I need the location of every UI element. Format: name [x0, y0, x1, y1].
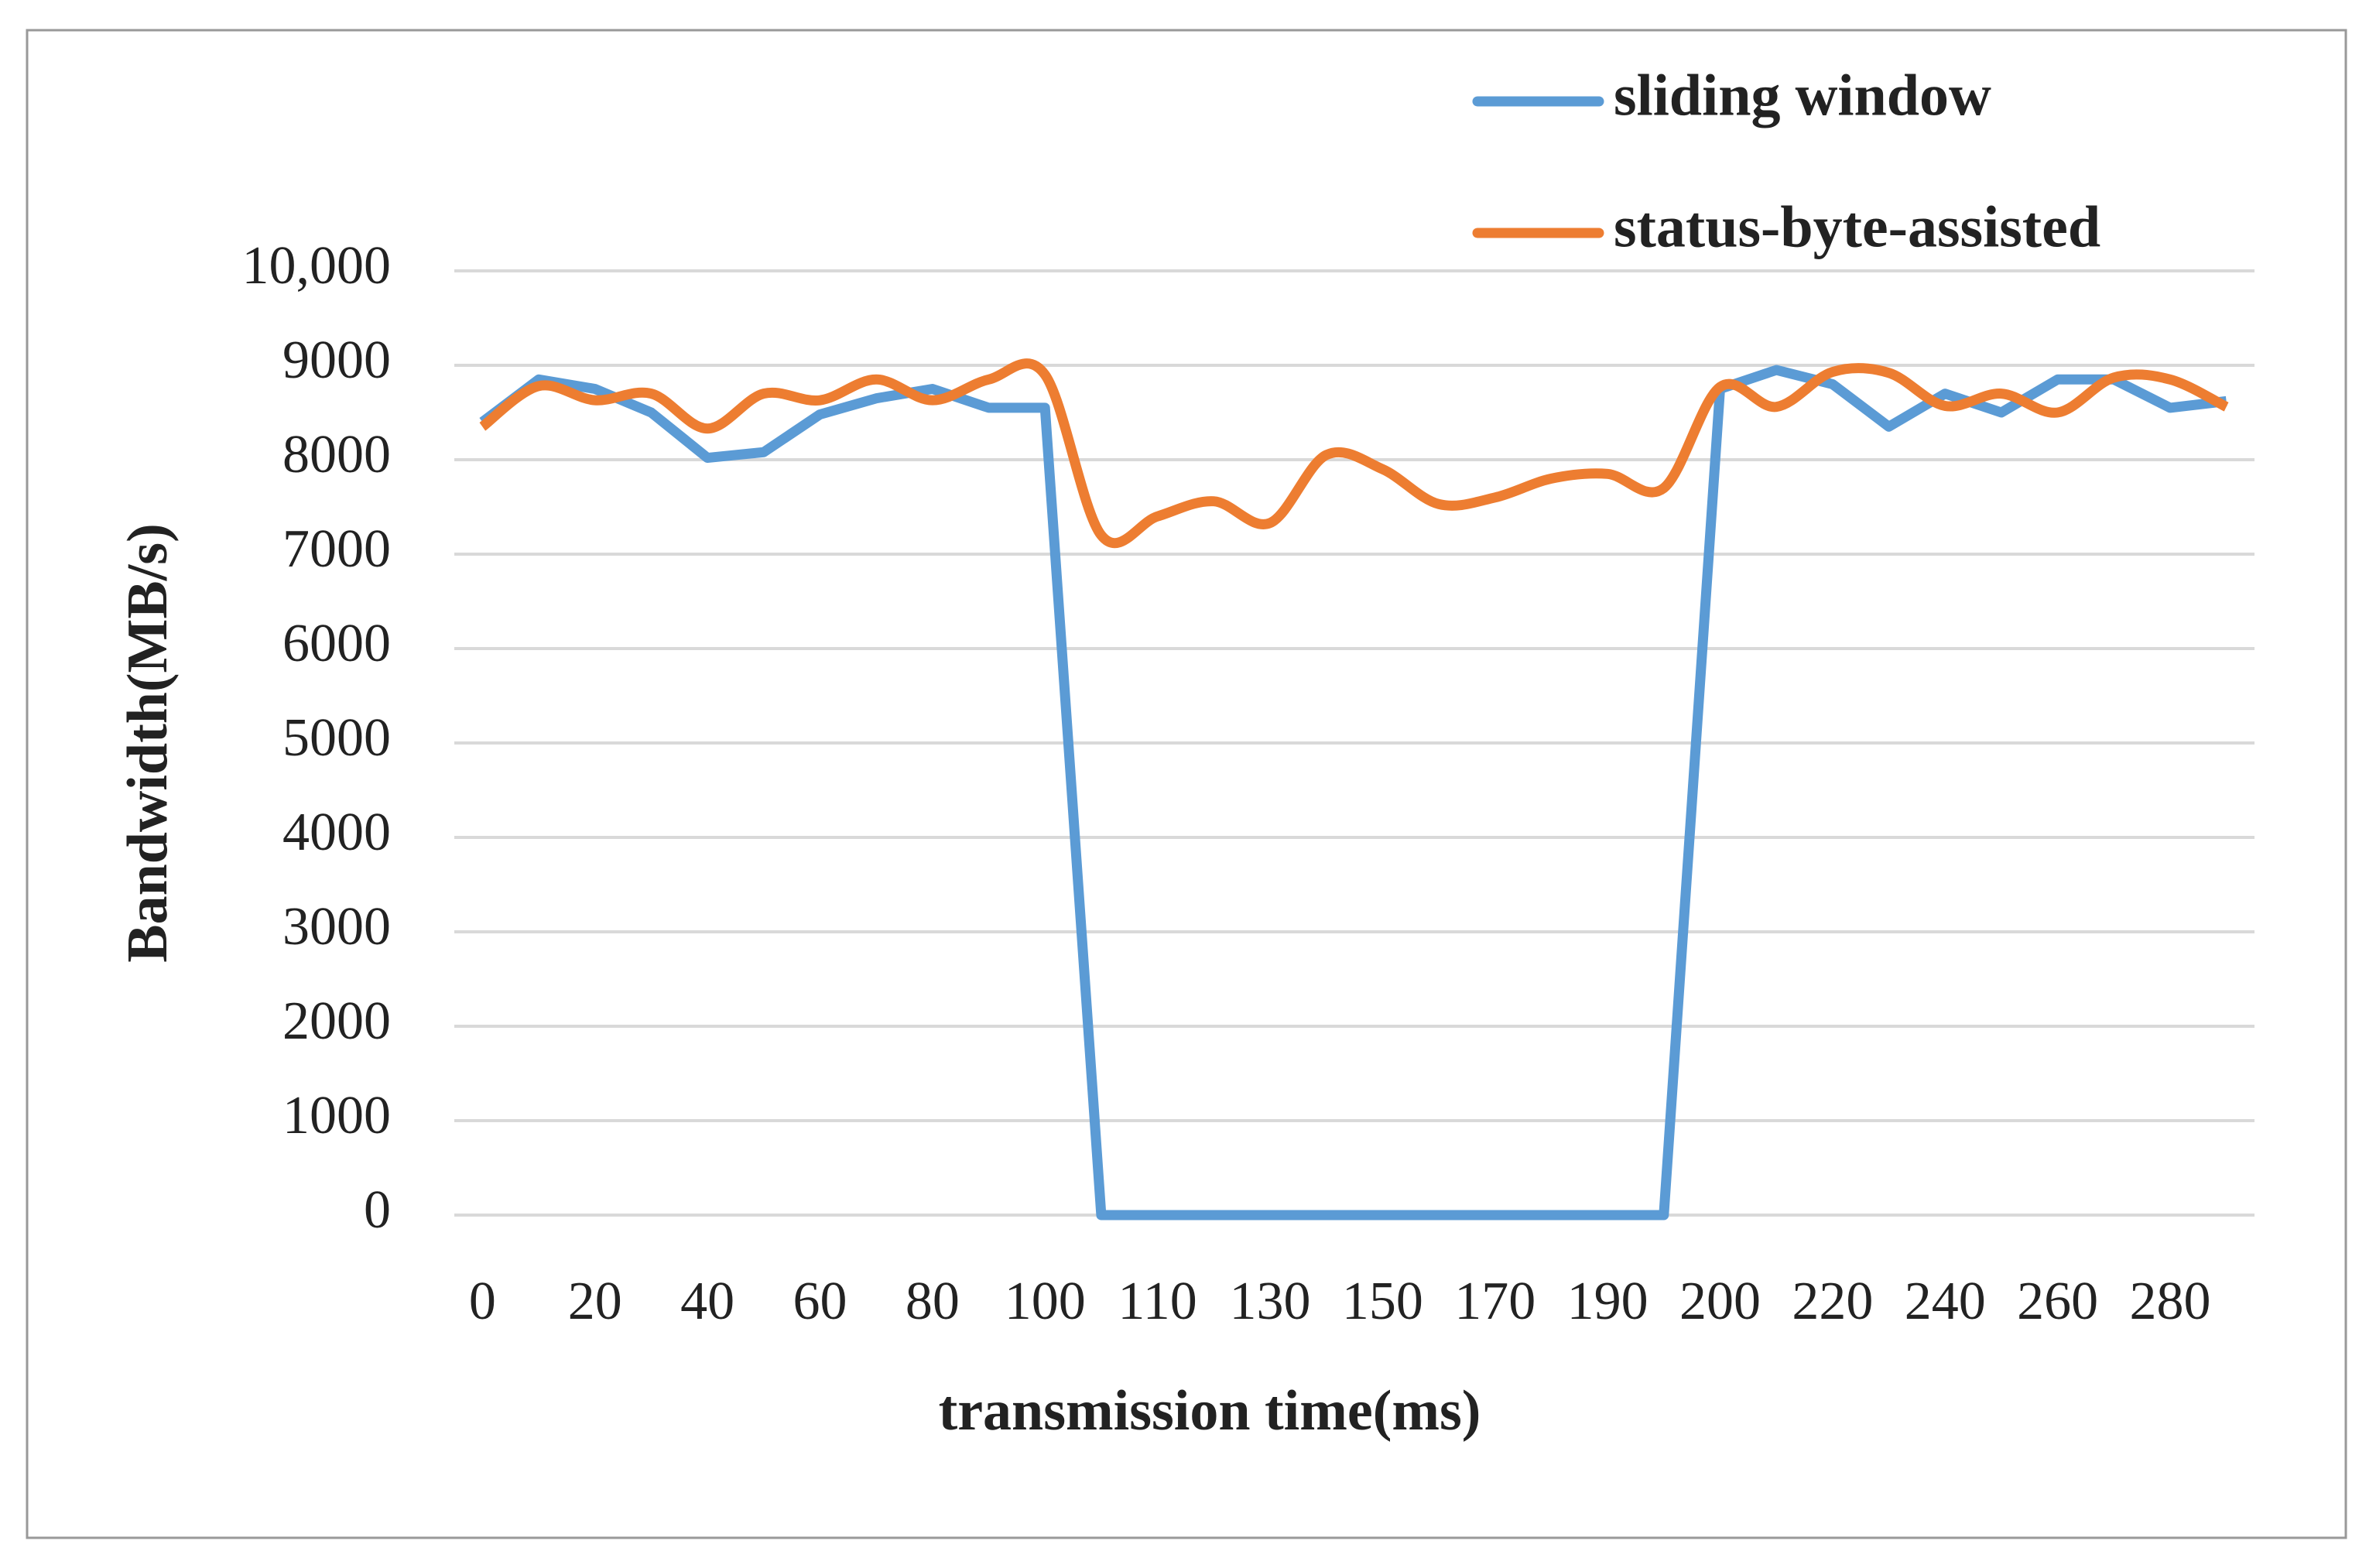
x-tick-label: 150: [1342, 1272, 1423, 1331]
x-tick-label: 170: [1454, 1272, 1535, 1331]
x-tick-label: 240: [1905, 1272, 1986, 1331]
y-tick-label: 8000: [282, 425, 391, 484]
y-tick-label: 5000: [282, 708, 391, 768]
y-tick-label: 2000: [282, 991, 391, 1051]
y-tick-label: 10,000: [242, 236, 392, 296]
legend-label: sliding window: [1614, 63, 1991, 128]
x-tick-label: 280: [2129, 1272, 2210, 1331]
y-tick-label: 6000: [282, 614, 391, 673]
y-tick-label: 4000: [282, 803, 391, 862]
x-tick-label: 260: [2017, 1272, 2098, 1331]
x-tick-label: 80: [906, 1272, 960, 1331]
x-tick-label: 130: [1229, 1272, 1310, 1331]
y-tick-label: 0: [364, 1180, 391, 1240]
x-tick-label: 100: [1005, 1272, 1086, 1331]
x-axis-title: transmission time(ms): [939, 1379, 1481, 1443]
chart-border: [26, 29, 2347, 1539]
x-tick-label: 220: [1792, 1272, 1873, 1331]
x-tick-label: 40: [680, 1272, 734, 1331]
y-tick-label: 7000: [282, 519, 391, 579]
x-tick-label: 0: [469, 1272, 496, 1331]
y-tick-label: 3000: [282, 897, 391, 957]
y-tick-label: 1000: [282, 1086, 391, 1145]
y-tick-label: 9000: [282, 330, 391, 390]
x-tick-label: 20: [568, 1272, 622, 1331]
x-tick-label: 60: [793, 1272, 847, 1331]
x-tick-label: 110: [1118, 1272, 1197, 1331]
y-axis-title: Bandwidth(MB/s): [116, 523, 180, 962]
legend-label: status-byte-assisted: [1614, 194, 2100, 259]
series-line: [479, 358, 2229, 549]
x-tick-label: 190: [1567, 1272, 1648, 1331]
x-tick-label: 200: [1679, 1272, 1761, 1331]
